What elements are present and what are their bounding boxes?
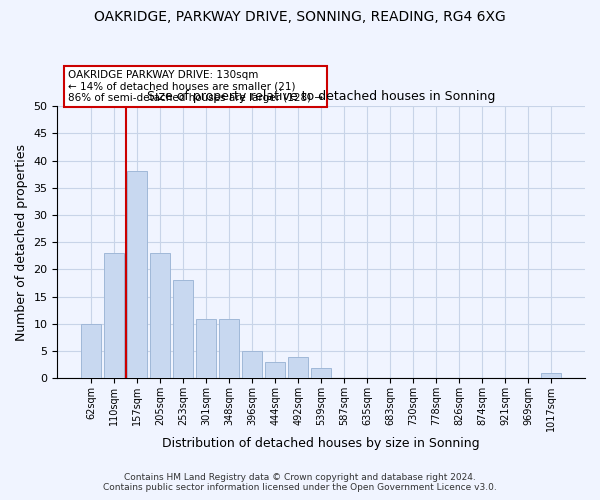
Bar bbox=[127, 172, 147, 378]
Bar bbox=[196, 318, 216, 378]
Bar bbox=[104, 253, 124, 378]
Bar bbox=[265, 362, 285, 378]
Bar bbox=[82, 324, 101, 378]
Bar bbox=[311, 368, 331, 378]
Bar bbox=[541, 373, 561, 378]
Text: Contains HM Land Registry data © Crown copyright and database right 2024.
Contai: Contains HM Land Registry data © Crown c… bbox=[103, 473, 497, 492]
Bar bbox=[151, 253, 170, 378]
Bar bbox=[220, 318, 239, 378]
X-axis label: Distribution of detached houses by size in Sonning: Distribution of detached houses by size … bbox=[163, 437, 480, 450]
Bar bbox=[242, 351, 262, 378]
Bar bbox=[289, 356, 308, 378]
Text: OAKRIDGE, PARKWAY DRIVE, SONNING, READING, RG4 6XG: OAKRIDGE, PARKWAY DRIVE, SONNING, READIN… bbox=[94, 10, 506, 24]
Text: OAKRIDGE PARKWAY DRIVE: 130sqm
← 14% of detached houses are smaller (21)
86% of : OAKRIDGE PARKWAY DRIVE: 130sqm ← 14% of … bbox=[68, 70, 323, 103]
Y-axis label: Number of detached properties: Number of detached properties bbox=[15, 144, 28, 340]
Bar bbox=[173, 280, 193, 378]
Title: Size of property relative to detached houses in Sonning: Size of property relative to detached ho… bbox=[147, 90, 496, 104]
